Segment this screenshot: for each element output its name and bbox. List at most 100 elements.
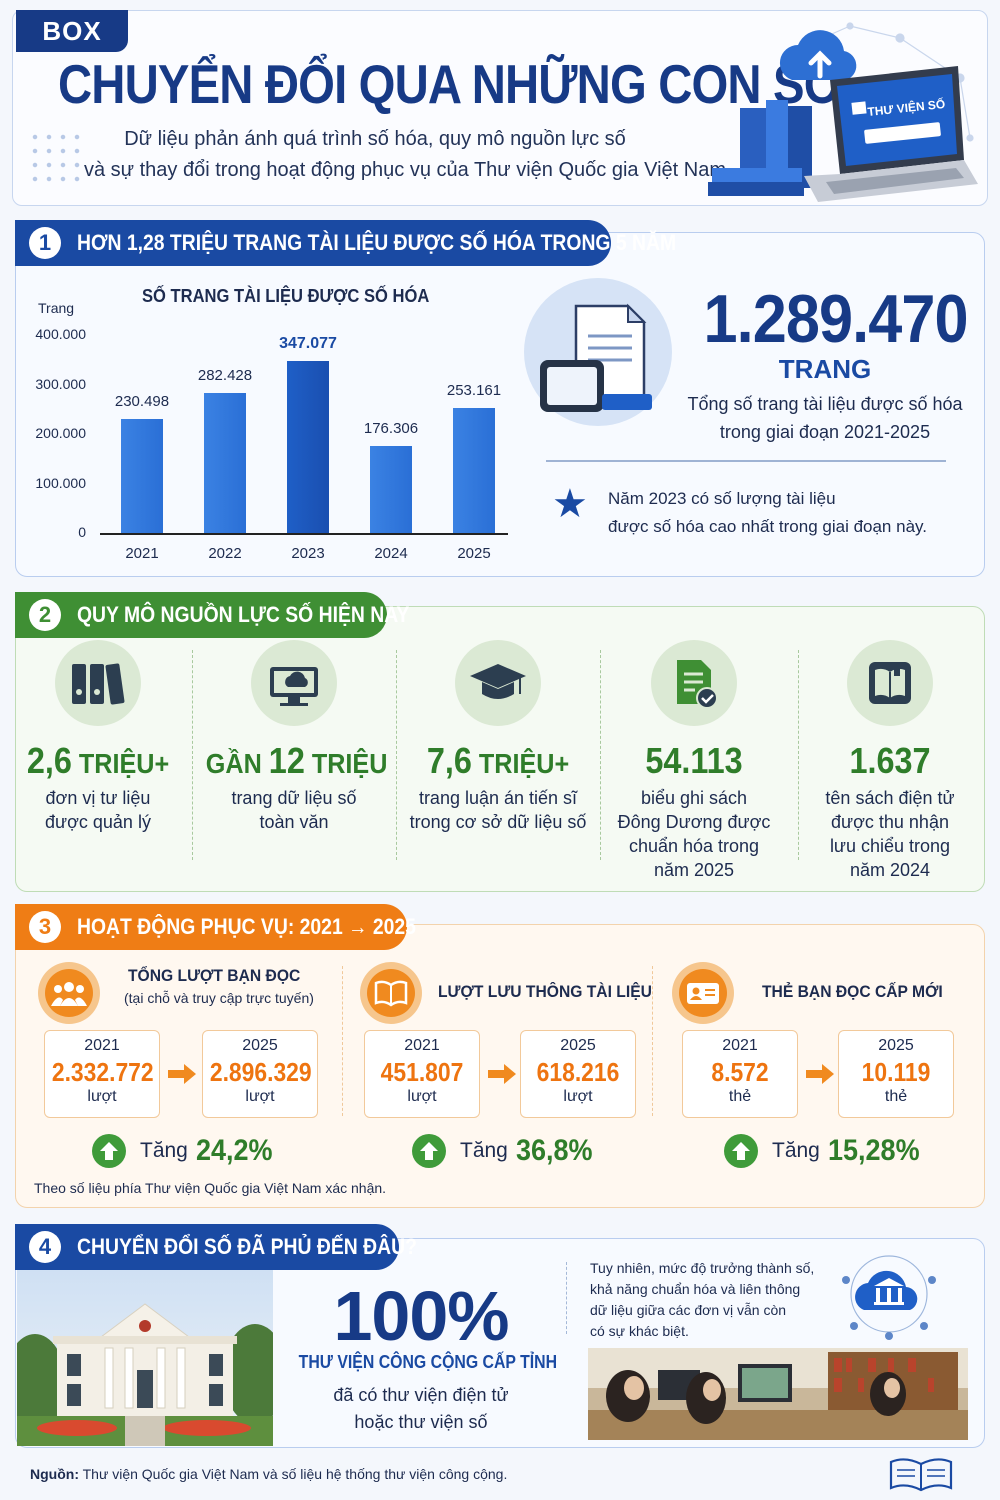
section-1-divider (546, 460, 946, 462)
increase-label: Tăng (772, 1139, 820, 1162)
arrow-right-icon (806, 1064, 834, 1084)
stat-box-2025: 2025 2.896.329 lượt (202, 1030, 318, 1118)
chart-x-axis (100, 533, 508, 535)
graduation-cap-icon (455, 640, 541, 726)
resource-desc: chuẩn hóa trong (628, 836, 760, 856)
divider (652, 966, 653, 1116)
resource-desc: toàn văn (259, 812, 329, 832)
resource-desc: tên sách điện tử (825, 788, 955, 808)
stat-value: 2.332.772 (51, 1057, 154, 1087)
ebook-icon (847, 640, 933, 726)
arrow-up-icon (412, 1134, 446, 1168)
note-line: khả năng chuẩn hóa và liên thông (590, 1281, 801, 1297)
increase-value: 15,28% (827, 1134, 920, 1167)
y-tick-label: 100.000 (35, 474, 86, 491)
bar-value-label: 282.428 (197, 367, 253, 385)
open-book-icon (889, 1458, 953, 1492)
stat-year: 2025 (242, 1037, 278, 1054)
circulation-title: LƯỢT LƯU THÔNG TÀI LIỆU (438, 982, 652, 1001)
stat-year: 2021 (722, 1037, 758, 1054)
resource-desc: năm 2024 (849, 860, 931, 880)
stat-unit: lượt (87, 1088, 117, 1105)
divider (192, 650, 193, 860)
section-2-number: 2 (29, 599, 61, 631)
stat-value: 8.572 (711, 1057, 769, 1087)
source-text: Thư viện Quốc gia Việt Nam và số liệu hệ… (78, 1466, 508, 1482)
document-check-icon (651, 640, 737, 726)
note-line-1: Năm 2023 có số lượng tài liệu (608, 489, 836, 508)
bar-value-label: 176.306 (363, 419, 419, 437)
stat-year: 2021 (84, 1037, 120, 1054)
section-4-heading: 4 CHUYỂN ĐỔI SỐ ĐÃ PHỦ ĐẾN ĐÂU? (15, 1224, 417, 1270)
y-tick-label: 300.000 (35, 375, 86, 392)
subtitle-line-1: Dữ liệu phản ánh quá trình số hóa, quy m… (124, 128, 626, 150)
resource-value: 54.113 (645, 740, 743, 781)
chart-title: SỐ TRANG TÀI LIỆU ĐƯỢC SỐ HÓA (142, 286, 430, 306)
stat-box-2021: 2021 2.332.772 lượt (44, 1030, 160, 1118)
resource-desc: năm 2025 (653, 860, 735, 880)
box-tag: BOX (16, 10, 128, 52)
chart-bar-2021 (121, 418, 163, 533)
bar-value-label: 253.161 (446, 381, 502, 399)
resource-desc: được quản lý (45, 812, 151, 832)
resource-desc: trong cơ sở dữ liệu số (409, 812, 587, 832)
stat-unit: lượt (407, 1088, 437, 1105)
section-2-heading: 2 QUY MÔ NGUỒN LỰC SỐ HIỆN NAY (15, 592, 409, 638)
increase-readers: Tăng 24,2% (92, 1134, 281, 1168)
stat-value: 2.896.329 (209, 1057, 312, 1087)
section-1-heading: 1 HƠN 1,28 TRIỆU TRANG TÀI LIỆU ĐƯỢC SỐ … (15, 220, 676, 266)
digital-library-illustration: THƯ VIỆN SỐ (708, 22, 978, 202)
divider (566, 1262, 567, 1334)
resource-value: 1.637 (849, 740, 931, 781)
section-1-number: 1 (29, 227, 61, 259)
stat-year: 2025 (878, 1037, 914, 1054)
stat-value: 451.807 (380, 1057, 464, 1087)
section-2-heading-text: QUY MÔ NGUỒN LỰC SỐ HIỆN NAY (77, 602, 410, 627)
divider (342, 966, 343, 1116)
section-4-number: 4 (29, 1231, 61, 1263)
reading-room-image (588, 1348, 968, 1440)
stat-box-2021: 2021 451.807 lượt (364, 1030, 480, 1118)
readers-icon (38, 962, 100, 1024)
coverage-percent: 100% (333, 1277, 509, 1355)
arrow-up-icon (92, 1134, 126, 1168)
lib-desc-line-1: đã có thư viện điện tử (333, 1385, 509, 1405)
bar-value-label: 230.498 (114, 392, 170, 410)
divider (798, 650, 799, 860)
y-tick-label: 400.000 (35, 326, 86, 342)
x-tick-label: 2023 (291, 545, 325, 562)
stat-unit: lượt (245, 1088, 275, 1105)
subtitle-line-2: và sự thay đổi trong hoạt động phục vụ c… (84, 159, 726, 181)
reader-card-title: THẺ BẠN ĐỌC CẤP MỚI (762, 982, 943, 1001)
resource-desc: được thu nhận (831, 812, 949, 832)
total-desc-line-1: Tổng số trang tài liệu được số hóa (687, 394, 963, 414)
stat-year: 2021 (404, 1037, 440, 1054)
increase-value: 24,2% (195, 1134, 273, 1167)
y-tick-label: 0 (78, 524, 86, 540)
divider (396, 650, 397, 860)
total-pages-value: 1.289.470 (703, 281, 969, 357)
resource-desc: Đông Dương được (617, 812, 771, 832)
chart-bar-2025 (453, 407, 495, 533)
source-label: Nguồn: (30, 1466, 79, 1482)
decorative-dots (28, 130, 88, 190)
increase-value: 36,8% (515, 1134, 593, 1167)
reader-card-icon (672, 962, 734, 1024)
section-3-footnote: Theo số liệu phía Thư viện Quốc gia Việt… (34, 1180, 387, 1196)
section-3-heading: 3 HOẠT ĐỘNG PHỤC VỤ: 2021 → 2025 (15, 904, 416, 950)
stat-value: 10.119 (861, 1057, 931, 1087)
readers-subtitle: (tại chỗ và truy cập trực tuyến) (124, 990, 314, 1006)
section-1-heading-text: HƠN 1,28 TRIỆU TRANG TÀI LIỆU ĐƯỢC SỐ HÓ… (77, 230, 677, 255)
note-line: dữ liệu giữa các đơn vị vẫn còn (590, 1302, 787, 1318)
note-line: có sự khác biệt. (590, 1323, 689, 1339)
peak-year-note: Năm 2023 có số lượng tài liệu được số hó… (608, 485, 958, 541)
resource-prefix: GẦN (205, 748, 269, 779)
resource-item-dissertations: 7,6 TRIỆU+ trang luận án tiến sĩ trong cơ… (400, 640, 596, 834)
arrow-right-icon (488, 1064, 516, 1084)
x-tick-label: 2025 (457, 545, 491, 562)
stat-box-2025: 2025 10.119 thẻ (838, 1030, 954, 1118)
stat-unit: thẻ (728, 1088, 752, 1105)
chart-bar-2024 (370, 445, 412, 533)
arrow-right-icon (168, 1064, 196, 1084)
stat-unit: thẻ (884, 1088, 908, 1105)
